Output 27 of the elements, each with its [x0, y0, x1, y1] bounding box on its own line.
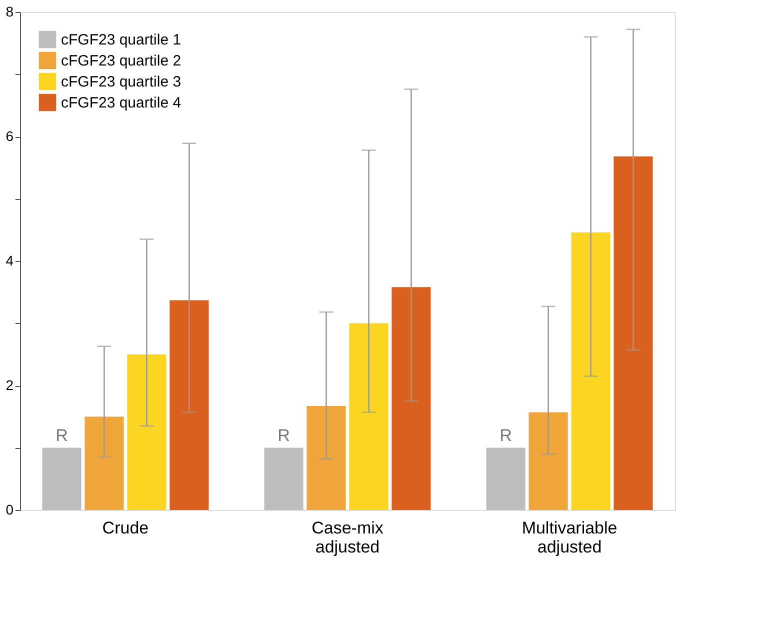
- y-tick-label: 0: [6, 502, 14, 518]
- bar: [127, 354, 166, 510]
- y-tick-label: 4: [6, 252, 14, 268]
- legend-label: cFGF23 quartile 1: [61, 32, 182, 48]
- bar: [84, 416, 124, 510]
- data-label: R: [278, 426, 290, 445]
- bar: [170, 300, 209, 510]
- x-tick-label: Case-mix adjusted: [312, 518, 384, 556]
- bar: [306, 406, 346, 510]
- bar: [349, 323, 388, 510]
- data-label: R: [500, 426, 512, 445]
- x-tick-label: Multivariable adjusted: [522, 518, 618, 556]
- bar: [614, 156, 653, 510]
- legend-label: cFGF23 quartile 4: [61, 94, 182, 112]
- legend-label: cFGF23 quartile 3: [61, 74, 182, 90]
- bar: [264, 448, 304, 510]
- y-tick-label: 6: [6, 128, 14, 144]
- x-tick-label: Crude: [102, 518, 149, 538]
- bar: [571, 232, 610, 510]
- y-tick-label: 8: [6, 4, 14, 20]
- data-label: R: [56, 426, 68, 445]
- legend-label: cFGF23 quartile 2: [61, 52, 182, 70]
- bar: [42, 448, 82, 510]
- bar: [528, 412, 568, 510]
- y-tick-label: 2: [6, 377, 14, 393]
- bar: [392, 287, 431, 510]
- bar: [486, 448, 526, 510]
